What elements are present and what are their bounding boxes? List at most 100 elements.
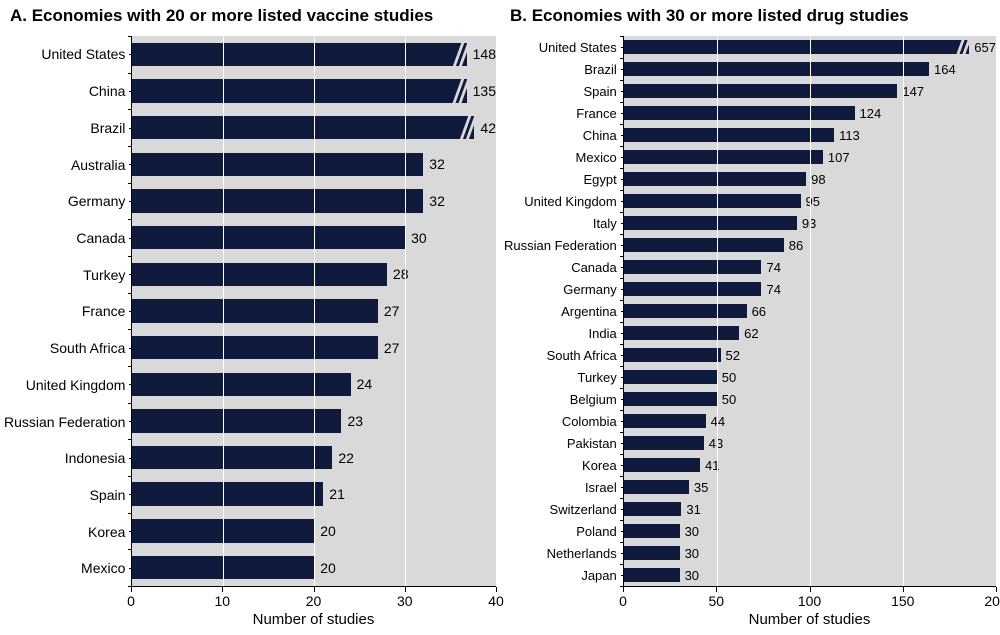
y-axis-label: Belgium [504, 393, 617, 406]
value-label: 30 [685, 524, 699, 539]
panel-a-x-axis: Number of studies 010203040 [4, 587, 496, 631]
bar [624, 150, 823, 164]
bar [624, 568, 680, 582]
y-axis-label: South Africa [504, 349, 617, 362]
value-label: 124 [860, 106, 882, 121]
bar [132, 263, 387, 286]
bar [624, 238, 784, 252]
panel-b-x-axis: Number of studies 050100150200 [504, 587, 996, 631]
y-axis-label: Turkey [4, 268, 125, 282]
panel-b-x-ticks: Number of studies 050100150200 [623, 587, 996, 631]
panel-b-plot: 6571641471241131079895938674746662525050… [623, 36, 996, 587]
panel-a: A. Economies with 20 or more listed vacc… [0, 0, 500, 635]
value-label: 32 [429, 193, 445, 209]
value-label: 74 [766, 282, 780, 297]
value-label: 66 [752, 304, 766, 319]
value-label: 50 [722, 392, 736, 407]
bar [132, 226, 405, 249]
grid-line [405, 36, 406, 586]
chart-container: A. Economies with 20 or more listed vacc… [0, 0, 1000, 635]
value-label: 28 [393, 266, 409, 282]
bar [624, 282, 762, 296]
x-tick-label: 10 [214, 593, 230, 609]
x-tick-label: 150 [891, 593, 914, 609]
panel-b: B. Economies with 30 or more listed drug… [500, 0, 1000, 635]
panel-a-x-ticks: Number of studies 010203040 [131, 587, 496, 631]
bar [624, 194, 801, 208]
value-label: 35 [694, 480, 708, 495]
value-label: 44 [711, 414, 725, 429]
y-axis-label: Germany [4, 194, 125, 208]
panel-b-chart: United StatesBrazilSpainFranceChinaMexic… [504, 36, 996, 587]
y-axis-label: Turkey [504, 371, 617, 384]
x-tick-label: 30 [397, 593, 413, 609]
bar [624, 84, 898, 98]
bar [132, 79, 466, 102]
value-label: 147 [902, 84, 924, 99]
value-label: 113 [839, 128, 860, 143]
x-tick-label: 100 [798, 593, 821, 609]
bar [624, 458, 700, 472]
value-label: 30 [685, 568, 699, 583]
y-axis-label: Brazil [504, 63, 617, 76]
y-axis-label: United Kingdom [504, 195, 617, 208]
y-axis-label: Russian Federation [4, 415, 125, 429]
y-axis-label: South Africa [4, 341, 125, 355]
x-tick-label: 200 [984, 593, 1000, 609]
bar [624, 128, 834, 142]
x-tick-label: 0 [619, 593, 627, 609]
y-axis-label: United States [504, 41, 617, 54]
y-axis-label: Spain [504, 85, 617, 98]
value-label: 22 [338, 450, 354, 466]
bar [624, 216, 797, 230]
y-axis-label: China [504, 129, 617, 142]
y-axis-label: Egypt [504, 173, 617, 186]
value-label: 27 [384, 340, 400, 356]
y-axis-label: Japan [504, 569, 617, 582]
bar [132, 373, 350, 396]
x-tick-label: 50 [708, 593, 724, 609]
bar [624, 40, 970, 54]
grid-line [717, 36, 718, 586]
y-axis-label: Australia [4, 158, 125, 172]
y-axis-label: Russian Federation [504, 239, 617, 252]
bar [132, 43, 466, 66]
grid-line [314, 36, 315, 586]
y-axis-label: France [504, 107, 617, 120]
value-label: 98 [811, 172, 825, 187]
value-label: 148 [473, 46, 496, 62]
bar [132, 336, 377, 359]
panel-a-chart: United StatesChinaBrazilAustraliaGermany… [4, 36, 496, 587]
y-axis-label: United Kingdom [4, 378, 125, 392]
y-axis-label: Korea [4, 525, 125, 539]
bar [132, 299, 377, 322]
value-label: 32 [429, 156, 445, 172]
value-label: 20 [320, 523, 336, 539]
bar [624, 436, 704, 450]
y-axis-label: Germany [504, 283, 617, 296]
axis-break-icon [957, 37, 971, 57]
bar [624, 414, 706, 428]
x-tick-label: 40 [488, 593, 504, 609]
bar [624, 480, 689, 494]
y-axis-label: Switzerland [504, 503, 617, 516]
value-label: 62 [744, 326, 758, 341]
grid-line [496, 36, 497, 586]
value-label: 50 [722, 370, 736, 385]
bar [132, 482, 323, 505]
panel-b-x-title: Number of studies [749, 611, 871, 628]
bar [132, 446, 332, 469]
bar [624, 502, 682, 516]
value-label: 42 [480, 120, 496, 136]
value-label: 86 [789, 238, 803, 253]
bar [624, 260, 762, 274]
value-label: 27 [384, 303, 400, 319]
bar [624, 172, 806, 186]
bar [624, 304, 747, 318]
y-axis-label: Poland [504, 525, 617, 538]
axis-break-icon [462, 113, 476, 142]
bar [624, 524, 680, 538]
bar [132, 116, 474, 139]
grid-line [223, 36, 224, 586]
y-axis-label: Canada [4, 231, 125, 245]
